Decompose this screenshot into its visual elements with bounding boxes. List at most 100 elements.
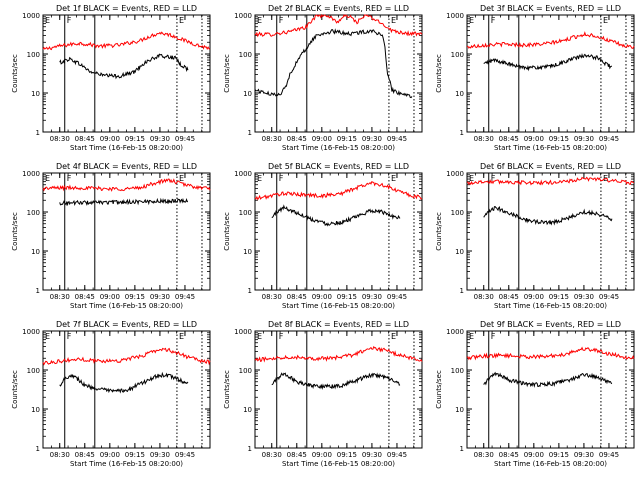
y-tick-label: 1	[460, 445, 464, 453]
x-tick-label: 08:30	[262, 293, 282, 301]
y-tick-label: 100	[239, 367, 252, 375]
y-tick-label: 100	[451, 51, 464, 59]
event-marker-label: F	[279, 332, 284, 341]
x-tick-label: 09:30	[362, 135, 382, 143]
y-tick-label: 10	[31, 248, 40, 256]
event-marker-label: E	[257, 332, 262, 341]
panel-title: Det 1f BLACK = Events, RED = LLD	[56, 4, 197, 13]
event-marker-label: E	[391, 16, 396, 25]
x-tick-label: 09:30	[362, 293, 382, 301]
y-tick-label: 1000	[22, 328, 40, 336]
y-tick-label: 10	[243, 248, 252, 256]
panel-det-5: Det 5f BLACK = Events, RED = LLD 1 10 100 10…	[223, 162, 423, 310]
x-tick-label: 08:30	[262, 451, 282, 459]
y-tick-label: 1	[248, 129, 252, 137]
x-tick-label: 09:45	[175, 135, 195, 143]
x-tick-label: 09:00	[312, 135, 332, 143]
x-tick-label: 09:15	[549, 451, 569, 459]
y-tick-label: 100	[451, 367, 464, 375]
panel-title: Det 8f BLACK = Events, RED = LLD	[268, 320, 409, 329]
x-tick-label: 09:00	[312, 451, 332, 459]
events-series-line	[483, 371, 613, 388]
y-tick-label: 1	[460, 287, 464, 295]
y-tick-label: 10	[243, 406, 252, 414]
event-marker-label: F	[67, 174, 72, 183]
event-marker-label: E	[603, 332, 608, 341]
lld-series-line	[42, 347, 211, 366]
x-tick-label: 09:00	[100, 451, 120, 459]
x-tick-label: 08:30	[474, 451, 494, 459]
x-tick-label: 09:00	[524, 135, 544, 143]
y-axis-label: Counts/sec	[11, 54, 19, 93]
x-axis-label: Start Time (16-Feb-15 08:20:00)	[282, 144, 395, 152]
y-tick-label: 1000	[234, 328, 252, 336]
x-tick-label: 09:45	[599, 451, 619, 459]
event-marker-label: E	[391, 332, 396, 341]
event-marker-label: E	[469, 16, 474, 25]
x-tick-label: 09:15	[549, 293, 569, 301]
panel-det-7: Det 7f BLACK = Events, RED = LLD 1 10 100 10…	[11, 320, 211, 468]
x-tick-label: 09:15	[125, 135, 145, 143]
y-tick-label: 1	[248, 445, 252, 453]
events-series-line	[271, 372, 401, 391]
event-marker-label: E	[391, 174, 396, 183]
x-tick-label: 09:15	[125, 293, 145, 301]
x-tick-label: 09:45	[387, 135, 407, 143]
x-tick-label: 09:15	[549, 135, 569, 143]
y-tick-label: 1000	[22, 12, 40, 20]
event-marker-label: F	[67, 332, 72, 341]
y-tick-label: 10	[455, 248, 464, 256]
x-axis-label: Start Time (16-Feb-15 08:20:00)	[70, 302, 183, 310]
events-series-line	[59, 197, 189, 207]
y-tick-label: 100	[27, 209, 40, 217]
y-tick-label: 10	[243, 90, 252, 98]
x-tick-label: 08:45	[75, 451, 95, 459]
event-marker-label: E	[603, 16, 608, 25]
panel-det-6: Det 6f BLACK = Events, RED = LLD 1 10 100 10…	[435, 162, 635, 310]
y-axis-label: Counts/sec	[435, 54, 443, 93]
event-marker-label: F	[67, 16, 72, 25]
events-series-line	[483, 53, 612, 72]
panel-title: Det 3f BLACK = Events, RED = LLD	[480, 4, 621, 13]
x-tick-label: 08:45	[499, 293, 519, 301]
y-tick-label: 1000	[446, 12, 464, 20]
y-tick-label: 100	[239, 209, 252, 217]
panel-title: Det 2f BLACK = Events, RED = LLD	[268, 4, 409, 13]
x-tick-label: 09:45	[175, 293, 195, 301]
events-series-line	[271, 204, 401, 227]
y-tick-label: 1000	[446, 328, 464, 336]
x-tick-label: 09:00	[312, 293, 332, 301]
event-marker-label: F	[491, 332, 496, 341]
y-tick-label: 1000	[22, 170, 40, 178]
y-axis-label: Counts/sec	[223, 212, 231, 251]
x-axis-label: Start Time (16-Feb-15 08:20:00)	[70, 460, 183, 468]
event-marker-label: E	[45, 332, 50, 341]
x-tick-label: 08:45	[75, 135, 95, 143]
y-tick-label: 1000	[446, 170, 464, 178]
y-tick-label: 1	[36, 445, 40, 453]
x-tick-label: 09:30	[574, 451, 594, 459]
y-axis-label: Counts/sec	[11, 370, 19, 409]
x-tick-label: 09:45	[599, 293, 619, 301]
event-marker-label: E	[179, 174, 184, 183]
event-marker-label: E	[179, 332, 184, 341]
lld-series-line	[42, 178, 211, 192]
y-tick-label: 10	[31, 90, 40, 98]
events-series-line	[483, 206, 613, 226]
panel-det-8: Det 8f BLACK = Events, RED = LLD 1 10 100 10…	[223, 320, 423, 468]
lld-series-line	[254, 345, 423, 363]
panel-title: Det 9f BLACK = Events, RED = LLD	[480, 320, 621, 329]
x-axis-label: Start Time (16-Feb-15 08:20:00)	[494, 460, 607, 468]
panel-title: Det 5f BLACK = Events, RED = LLD	[268, 162, 409, 171]
x-tick-label: 09:15	[337, 451, 357, 459]
x-tick-label: 09:30	[150, 451, 170, 459]
y-tick-label: 1	[36, 129, 40, 137]
x-tick-label: 08:30	[262, 135, 282, 143]
x-tick-label: 09:00	[524, 293, 544, 301]
lld-series-line	[42, 31, 211, 51]
y-tick-label: 100	[239, 51, 252, 59]
event-marker-label: E	[179, 16, 184, 25]
panel-title: Det 4f BLACK = Events, RED = LLD	[56, 162, 197, 171]
panel-det-1: Det 1f BLACK = Events, RED = LLD 1 10 100 10…	[11, 4, 211, 152]
x-tick-label: 09:15	[125, 451, 145, 459]
